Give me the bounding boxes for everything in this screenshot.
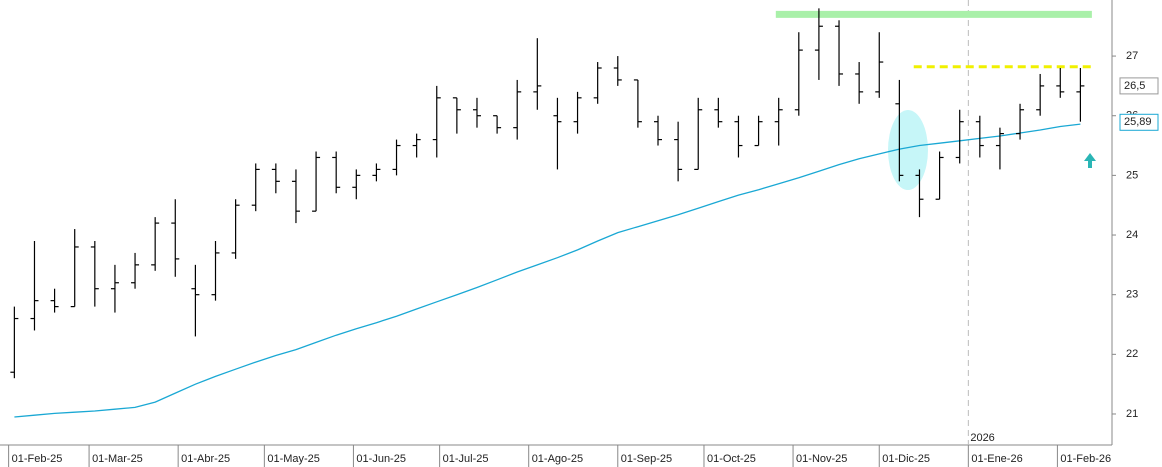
ohlc-bar	[70, 229, 79, 308]
ohlc-bar	[493, 115, 502, 134]
ohlc-bar	[513, 79, 522, 140]
moving-average-line	[14, 123, 1081, 418]
x-tick-label: 01-May-25	[267, 453, 320, 465]
ohlc-bar	[352, 169, 361, 200]
ohlc-bar	[171, 199, 180, 277]
x-tick-label: 01-Oct-25	[707, 453, 756, 465]
ohlc-bar	[875, 32, 884, 98]
x-tick-label: 01-Jun-25	[356, 453, 406, 465]
ohlc-bar	[10, 306, 19, 379]
ohlc-bar	[553, 97, 562, 170]
x-tick-label: 01-Feb-26	[1060, 453, 1111, 465]
ohlc-bar	[855, 62, 864, 104]
ohlc-bar	[835, 20, 844, 86]
ohlc-bar	[613, 56, 622, 86]
ohlc-bar	[1036, 73, 1045, 116]
ohlc-bar	[472, 97, 481, 128]
ohlc-bar	[372, 163, 381, 182]
ohlc-bar	[573, 91, 582, 134]
ohlc-bar	[110, 264, 119, 313]
price-tag-label: 25,89	[1124, 116, 1152, 128]
ohlc-bar	[674, 121, 683, 182]
ohlc-bar	[814, 8, 823, 80]
ohlc-bar	[251, 163, 260, 212]
ohlc-bar	[432, 85, 441, 158]
ohlc-bar	[995, 127, 1004, 170]
ohlc-bar	[30, 240, 39, 331]
x-tick-label: 01-Feb-25	[12, 453, 63, 465]
ohlc-bar	[895, 79, 904, 182]
ohlc-bar	[332, 151, 341, 194]
ohlc-bar	[151, 217, 160, 271]
y-tick-label: 24	[1126, 229, 1138, 241]
ohlc-bar	[794, 32, 803, 116]
ohlc-bar	[593, 62, 602, 104]
x-tick-label: 01-Nov-25	[796, 453, 847, 465]
ohlc-bar	[131, 252, 140, 289]
y-tick-label: 23	[1126, 289, 1138, 301]
ohlc-bar	[935, 151, 944, 200]
ohlc-bar	[774, 97, 783, 146]
ohlc-bar	[633, 79, 642, 128]
ohlc-bar	[734, 115, 743, 158]
ohlc-bar	[392, 139, 401, 176]
ohlc-bar	[191, 264, 200, 337]
highlight-ellipse	[888, 110, 928, 190]
price-tag	[1119, 113, 1159, 131]
y-tick-label: 27	[1126, 50, 1138, 62]
x-tick-label: 01-Dic-25	[882, 453, 930, 465]
ohlc-bar	[714, 97, 723, 128]
ohlc-bar	[654, 115, 663, 146]
ohlc-bar	[50, 288, 59, 313]
ohlc-bar	[533, 38, 542, 110]
ohlc-bar	[754, 115, 763, 147]
x-tick-label: 01-Mar-25	[92, 453, 143, 465]
ohlc-bar	[312, 151, 321, 212]
ohlc-bar	[694, 97, 703, 171]
ohlc-bar	[1016, 103, 1025, 140]
ohlc-bar	[452, 97, 461, 134]
x-tick-label: 01-Ago-25	[532, 453, 583, 465]
year-label: 2026	[970, 432, 994, 444]
ohlc-bar	[955, 109, 964, 164]
price-tag-label: 26,5	[1124, 80, 1145, 92]
up-arrow	[1084, 153, 1096, 168]
y-tick-label: 21	[1126, 408, 1138, 420]
x-tick-label: 01-Ene-26	[971, 453, 1022, 465]
ohlc-bar	[975, 115, 984, 158]
ohlc-bar	[211, 240, 220, 301]
x-tick-label: 01-Sep-25	[621, 453, 672, 465]
ohlc-bar	[1056, 68, 1065, 98]
ohlc-bar	[412, 133, 421, 158]
y-tick-label: 22	[1126, 348, 1138, 360]
ohlc-bar	[231, 199, 240, 259]
ohlc-bar	[90, 240, 99, 307]
price-tag	[1119, 77, 1159, 95]
ohlc-bar	[291, 169, 300, 224]
ohlc-bar	[915, 169, 924, 218]
ohlc-bar	[1076, 68, 1085, 122]
x-tick-label: 01-Abr-25	[181, 453, 230, 465]
x-tick-label: 01-Jul-25	[443, 453, 489, 465]
y-tick-label: 25	[1126, 169, 1138, 181]
ohlc-bar	[271, 163, 280, 194]
